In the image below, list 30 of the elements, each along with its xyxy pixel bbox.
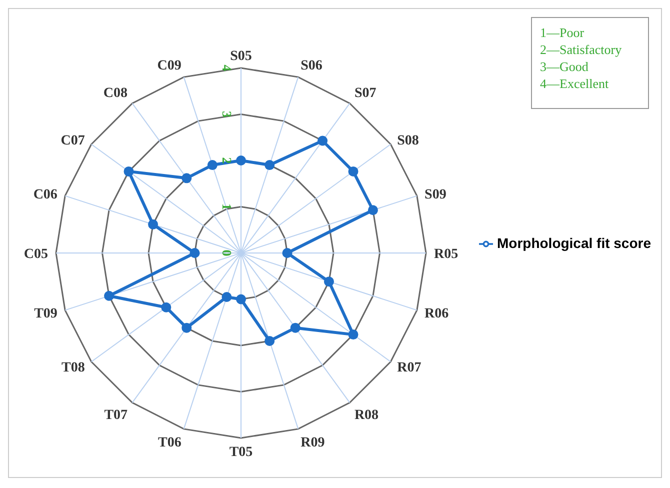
spoke-label: S07 xyxy=(354,86,376,101)
spoke-label: R06 xyxy=(424,306,449,322)
spoke-label: C08 xyxy=(103,86,128,101)
spoke-label: R05 xyxy=(434,246,458,262)
spoke-label: T07 xyxy=(104,408,128,424)
spoke-label: S09 xyxy=(424,187,446,202)
y-tick-label: 3 xyxy=(220,111,234,118)
y-tick-label: 4 xyxy=(220,64,234,72)
text: 1—Poor xyxy=(540,24,586,41)
spoke-label: T05 xyxy=(229,444,253,460)
spoke-label: T06 xyxy=(158,435,182,450)
spoke-label: T09 xyxy=(34,306,58,322)
spoke-label: S06 xyxy=(300,58,322,74)
spoke-label: R09 xyxy=(300,435,325,450)
spoke-label: R07 xyxy=(397,360,422,376)
y-tick-label: 2 xyxy=(220,157,234,164)
spoke-label: C07 xyxy=(60,134,85,149)
text: 4—Excellent xyxy=(540,75,610,92)
y-tick-label: 0 xyxy=(220,250,234,256)
spoke-label: S08 xyxy=(397,134,419,149)
text: 3—Good xyxy=(540,58,590,75)
y-tick-label: 1 xyxy=(220,204,234,210)
spoke-label: C09 xyxy=(157,58,182,74)
legend-label: Morphological fit score xyxy=(496,234,651,251)
text: 2—Satisfactory xyxy=(540,41,623,58)
spoke-label: C06 xyxy=(33,187,58,202)
spoke-label: T08 xyxy=(62,360,85,376)
spoke-label: R08 xyxy=(354,408,379,424)
spoke-label: S05 xyxy=(230,49,252,64)
spoke-label: C05 xyxy=(24,246,48,262)
